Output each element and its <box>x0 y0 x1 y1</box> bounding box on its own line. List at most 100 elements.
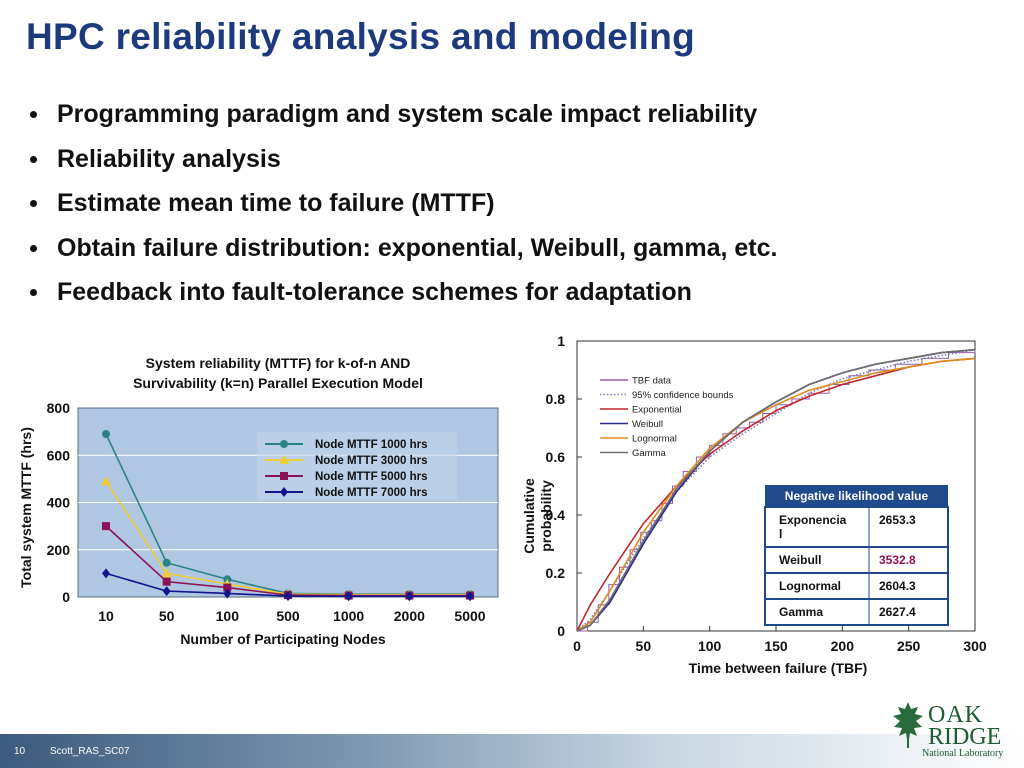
bullet-list: Programming paradigm and system scale im… <box>26 100 777 323</box>
likelihood-table-value: 3532.8 <box>879 553 916 567</box>
chart2-x-tick-label: 150 <box>764 638 788 654</box>
footer-page-number: 10 <box>14 746 26 757</box>
chart1-title-line: Survivability (k=n) Parallel Execution M… <box>133 375 423 391</box>
mttf-line-chart: System reliability (MTTF) for k-of-n AND… <box>18 355 499 647</box>
chart2-legend-label: 95% confidence bounds <box>632 390 734 401</box>
bullet-text: Estimate mean time to failure (MTTF) <box>57 189 495 217</box>
chart1-point <box>162 558 171 567</box>
chart1-point <box>101 476 111 486</box>
chart2-x-tick-label: 100 <box>698 638 722 654</box>
bullet-item: Reliability analysis <box>26 145 777 190</box>
likelihood-table-header-bg <box>765 485 948 507</box>
chart1-point <box>466 591 474 602</box>
chart1-point <box>162 586 171 597</box>
bullet-dot-icon <box>30 244 37 252</box>
chart1-point <box>405 591 414 602</box>
bullet-item: Programming paradigm and system scale im… <box>26 100 777 145</box>
chart1-point <box>223 583 232 592</box>
chart1-point <box>161 568 172 578</box>
chart1-y-tick-label: 0 <box>62 589 70 605</box>
chart1-point <box>102 522 110 531</box>
chart2-x-tick-label: 200 <box>831 638 855 654</box>
chart1-point <box>284 591 292 602</box>
bullet-dot-icon <box>30 155 37 163</box>
cdf-line-chart: 0 0.2 0.4 0.6 0.8 1 0 50 100 150 200 250 300 Time bet… <box>521 333 987 676</box>
bullet-item: Feedback into fault-tolerance schemes fo… <box>26 278 777 323</box>
oak-leaf-icon <box>893 702 923 748</box>
bullet-text: Programming paradigm and system scale im… <box>57 100 758 128</box>
bullet-text: Reliability analysis <box>57 144 281 173</box>
chart2-x-axis-label: Time between failure (TBF) <box>689 660 868 676</box>
likelihood-table-row <box>764 572 949 600</box>
chart1-series <box>102 568 474 602</box>
chart1-legend-marker <box>279 455 289 464</box>
logo-line-1: OAK <box>928 702 983 728</box>
slide-title: HPC reliability analysis and modeling <box>26 16 696 57</box>
likelihood-table-label: Weibull <box>779 553 821 567</box>
chart2-series-line <box>576 348 976 632</box>
chart2-x-tick-label: 0 <box>573 638 581 654</box>
oak-ridge-logo: OAK RIDGE National Laboratory <box>890 700 1020 764</box>
chart2-legend-label: Lognormal <box>632 434 677 445</box>
chart2-y-tick-label: 1 <box>557 333 565 349</box>
chart2-y-axis-label: probability <box>538 480 554 552</box>
likelihood-table-row <box>764 598 949 626</box>
chart1-legend-label: Node MTTF 7000 hrs <box>315 487 427 499</box>
chart2-legend-label: Exponential <box>632 405 682 416</box>
chart2-x-tick-label: 250 <box>897 638 921 654</box>
bullet-text: Obtain failure distribution: exponential… <box>57 233 778 262</box>
chart1-legend-label: Node MTTF 5000 hrs <box>315 471 427 483</box>
chart2-x-tick-label: 300 <box>963 638 987 654</box>
bullet-dot-icon <box>30 111 37 118</box>
chart2-y-axis-label: Cumulative <box>521 478 537 554</box>
chart1-point <box>162 577 171 586</box>
bullet-item: Obtain failure distribution: exponential… <box>26 234 777 279</box>
bullet-dot-icon <box>30 289 37 296</box>
likelihood-table-label: l <box>779 527 782 541</box>
chart1-x-tick-label: 2000 <box>394 608 425 624</box>
likelihood-table-label: Gamma <box>779 605 823 619</box>
chart1-point <box>344 591 353 602</box>
likelihood-table-value: 2653.3 <box>879 513 916 527</box>
chart2-y-tick-label: 0.8 <box>546 391 566 407</box>
chart2-legend-label: Weibull <box>632 419 663 430</box>
chart1-y-tick-label: 200 <box>47 542 71 558</box>
chart1-legend: Node MTTF 1000 hrs Node MTTF 3000 hrs Node… <box>257 432 457 500</box>
chart2-legend: TBF data 95% confidence bounds Exponential… <box>600 376 734 459</box>
chart2-y-tick-label: 0.6 <box>546 449 566 465</box>
bullet-text: Feedback into fault-tolerance schemes fo… <box>57 278 692 306</box>
chart1-x-tick-label: 100 <box>216 608 240 624</box>
chart1-point <box>223 588 232 599</box>
likelihood-table-header: Negative likelihood value <box>785 489 929 503</box>
chart1-y-tick-label: 800 <box>47 400 71 416</box>
likelihood-table-value: 2604.3 <box>879 579 916 593</box>
likelihood-table-label: Lognormal <box>779 579 841 593</box>
chart2-series-line <box>576 357 976 632</box>
chart1-y-tick-label: 600 <box>47 447 71 463</box>
chart1-x-axis-label: Number of Participating Nodes <box>180 631 386 647</box>
chart1-y-tick-label: 400 <box>47 495 71 511</box>
chart1-x-tick-label: 5000 <box>454 608 485 624</box>
chart2-x-tick-label: 50 <box>636 638 652 654</box>
chart1-x-tick-label: 1000 <box>333 608 364 624</box>
chart2-y-tick-label: 0.2 <box>546 565 566 581</box>
chart1-x-tick-label: 500 <box>276 608 300 624</box>
bullet-dot-icon <box>30 200 37 207</box>
chart1-point <box>102 429 110 438</box>
chart1-legend-label: Node MTTF 1000 hrs <box>315 439 427 451</box>
footer-bar <box>0 734 1024 768</box>
chart2-legend-label: Gamma <box>632 448 667 459</box>
footer-text: Scott_RAS_SC07 <box>50 746 130 757</box>
chart2-legend-label: TBF data <box>632 376 672 387</box>
likelihood-table-row <box>764 546 949 574</box>
chart1-x-tick-label: 50 <box>159 608 175 624</box>
chart1-legend-marker <box>280 487 288 497</box>
logo-line-2: RIDGE <box>928 724 1002 750</box>
chart1-title-line: System reliability (MTTF) for k-of-n AND <box>146 355 411 371</box>
chart1-legend-label: Node MTTF 3000 hrs <box>315 455 427 467</box>
likelihood-table-value: 2627.4 <box>879 605 916 619</box>
chart1-legend-marker <box>280 472 288 480</box>
chart2-y-tick-label: 0.4 <box>546 507 566 523</box>
chart1-x-tick-label: 10 <box>98 608 114 624</box>
